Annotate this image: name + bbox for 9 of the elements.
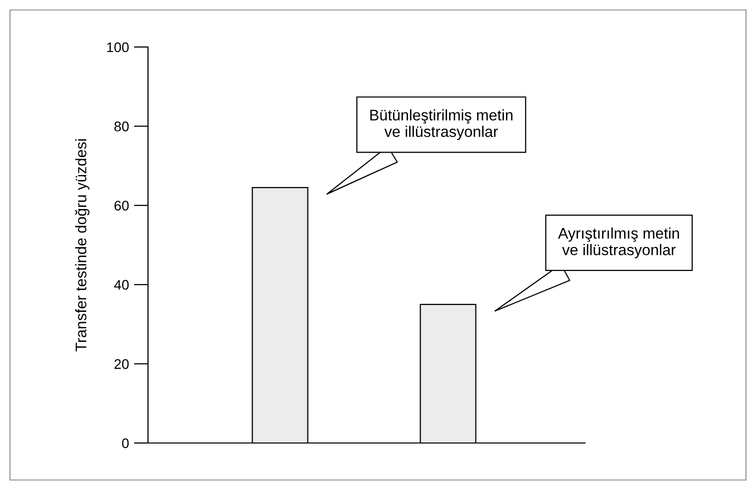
y-tick-label: 80 <box>114 122 129 132</box>
y-tick-label: 60 <box>114 200 129 211</box>
y-tick-label: 100 <box>107 42 129 52</box>
y-tick-label: 0 <box>122 438 129 448</box>
annotation: Bütünleştirilmiş metin ve illüstrasyonlar <box>370 109 512 140</box>
y-axis-title: Transfer testinde doğru yüzdesi <box>74 139 90 352</box>
annotation: Ayrıştırılmış metin ve illüstrasyonlar <box>558 227 679 258</box>
y-tick-label: 40 <box>114 280 129 290</box>
y-tick-label: 20 <box>114 359 129 369</box>
